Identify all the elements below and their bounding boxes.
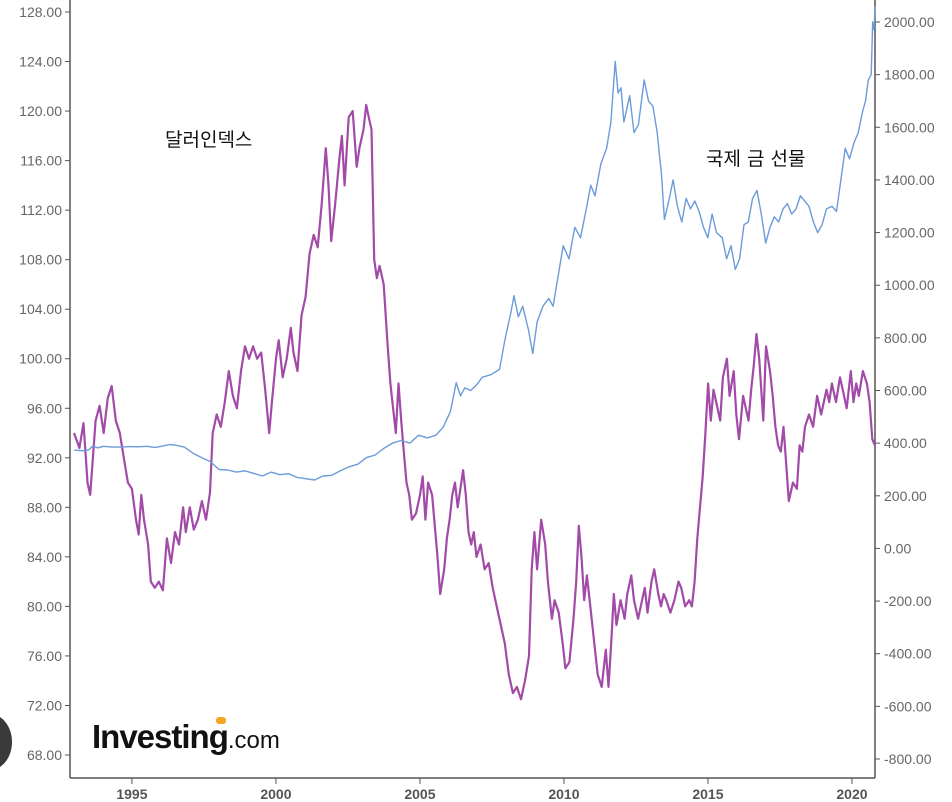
right-tick-label: 400.00 — [884, 435, 927, 451]
left-tick-label: 124.00 — [19, 54, 62, 70]
right-tick-label: -400.00 — [884, 646, 932, 662]
x-tick-label: 2010 — [548, 786, 579, 802]
axes — [69, 0, 876, 779]
right-tick-label: 1800.00 — [884, 67, 935, 83]
left-tick-label: 72.00 — [27, 697, 62, 713]
right-tick-label: -200.00 — [884, 593, 932, 609]
logo-brand: Investing — [92, 718, 228, 755]
right-tick-label: 0.00 — [884, 540, 911, 556]
logo-accent — [216, 717, 226, 724]
left-tick-label: 96.00 — [27, 400, 62, 416]
right-tick-label: 2000.00 — [884, 14, 935, 30]
left-tick-label: 88.00 — [27, 499, 62, 515]
x-tick-label: 2000 — [260, 786, 291, 802]
right-y-axis: -800.00 -600.00 -400.00 -200.00 0.00 200.00 40… — [875, 14, 935, 767]
right-tick-label: 1400.00 — [884, 172, 935, 188]
logo-text: Investing.com — [92, 718, 280, 755]
left-tick-label: 120.00 — [19, 103, 62, 119]
right-tick-label: -800.00 — [884, 751, 932, 767]
right-tick-label: 1000.00 — [884, 277, 935, 293]
right-tick-label: 1200.00 — [884, 225, 935, 241]
right-tick-label: 1600.00 — [884, 119, 935, 135]
left-tick-label: 108.00 — [19, 252, 62, 268]
x-tick-label: 2020 — [836, 786, 867, 802]
gold-futures-label: 국제 금 선물 — [706, 148, 805, 170]
x-tick-label: 1995 — [116, 786, 147, 802]
dollar-index-label: 달러인덱스 — [165, 129, 252, 151]
x-tick-label: 2005 — [404, 786, 435, 802]
plot-area — [72, 6, 877, 701]
right-tick-label: 200.00 — [884, 488, 927, 504]
investing-logo: Investing.com — [92, 717, 280, 755]
left-tick-label: 76.00 — [27, 648, 62, 664]
right-tick-label: 600.00 — [884, 383, 927, 399]
left-y-axis: 68.00 72.00 76.00 80.00 84.00 88.00 92.00 96.00… — [19, 4, 70, 763]
left-tick-label: 68.00 — [27, 747, 62, 763]
right-tick-label: 800.00 — [884, 330, 927, 346]
edge-circle — [0, 714, 12, 770]
logo-suffix: .com — [228, 727, 280, 754]
gold-futures-line — [74, 6, 876, 481]
left-tick-label: 84.00 — [27, 549, 62, 565]
left-tick-label: 104.00 — [19, 301, 62, 317]
left-tick-label: 100.00 — [19, 351, 62, 367]
x-tick-label: 2015 — [692, 786, 723, 802]
left-tick-label: 112.00 — [20, 202, 62, 218]
x-axis: 1995 2000 2005 2010 2015 2020 — [116, 778, 868, 802]
dollar-index-line — [72, 103, 877, 701]
right-tick-label: -600.00 — [884, 698, 932, 714]
left-tick-label: 128.00 — [19, 4, 62, 20]
left-tick-label: 116.00 — [20, 153, 62, 169]
left-tick-label: 80.00 — [27, 598, 62, 614]
left-tick-label: 92.00 — [27, 450, 62, 466]
